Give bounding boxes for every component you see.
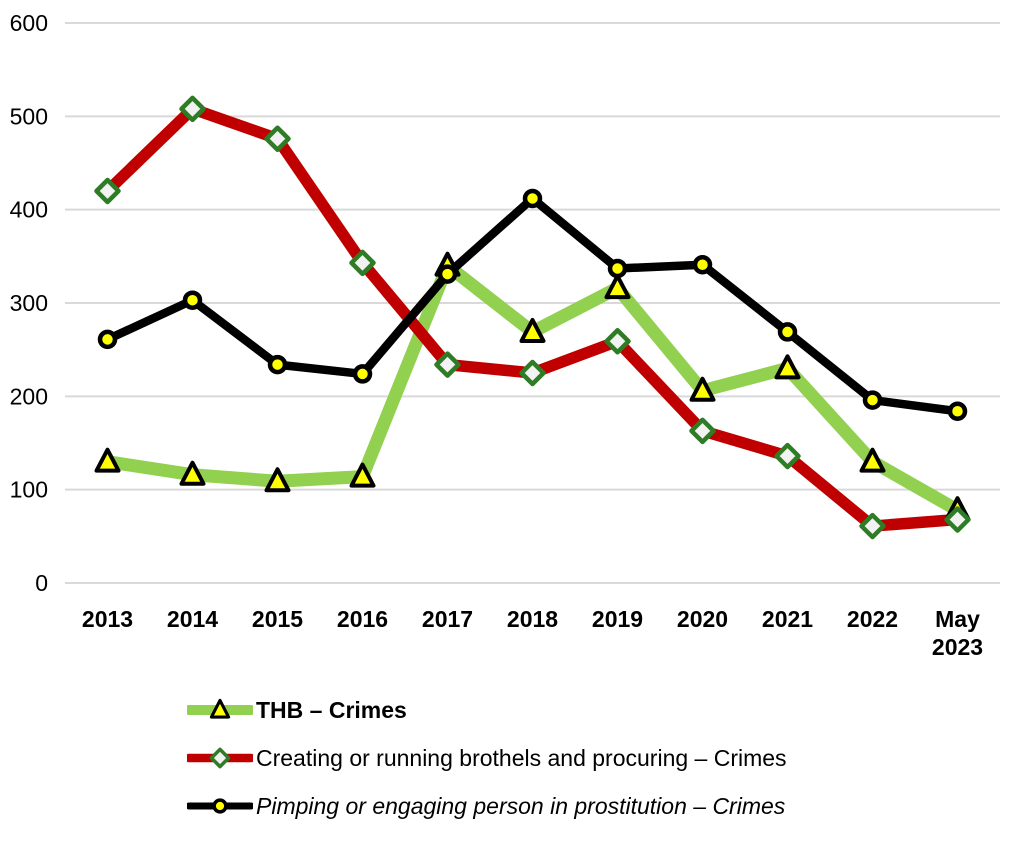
gridlines [65, 22, 1000, 584]
x-axis-labels: 2013 2014 2015 2016 2017 2018 2019 2020 2021 2022… [82, 606, 983, 660]
triangle-marker [519, 317, 546, 343]
circle-marker [607, 258, 628, 279]
triangle-marker [209, 698, 231, 719]
series-path [101, 103, 964, 532]
circle-marker [212, 798, 228, 814]
diamond-marker [689, 417, 716, 445]
y-tick-label: 0 [35, 570, 48, 596]
circle-marker [947, 401, 968, 422]
series-markers-1 [94, 95, 971, 540]
y-tick-label: 400 [10, 197, 48, 223]
legend-swatch-circle-icon [187, 798, 253, 814]
y-tick-label: 200 [10, 383, 48, 409]
triangle-marker [689, 376, 716, 402]
triangle-marker [264, 467, 291, 493]
diamond-marker [179, 95, 206, 123]
diamond-marker [209, 747, 231, 769]
circle-marker [97, 329, 118, 350]
legend-label-thb: THB – Crimes [256, 696, 407, 723]
y-tick-label: 100 [10, 477, 48, 503]
legend-item-pimping: Pimping or engaging person in prostituti… [187, 782, 787, 830]
diamond-marker [604, 328, 631, 355]
circle-marker [522, 188, 543, 209]
y-tick-label: 300 [10, 290, 48, 316]
series-line-1 [101, 103, 964, 532]
x-tick-label: 2021 [762, 606, 813, 632]
x-tick-label: 2022 [847, 606, 898, 632]
legend-item-brothels: Creating or running brothels and procuri… [187, 734, 787, 782]
circle-marker [777, 322, 798, 342]
triangle-marker [94, 447, 121, 473]
triangle-marker [604, 274, 631, 300]
diamond-marker [774, 442, 801, 470]
legend-label-brothels: Creating or running brothels and procuri… [256, 744, 787, 771]
x-tick-label: 2019 [592, 606, 643, 632]
circle-marker [437, 264, 458, 284]
diamond-marker [434, 351, 461, 378]
chart-legend: THB – Crimes Creating or running brothel… [187, 686, 787, 830]
x-tick-label: May [935, 606, 980, 632]
x-tick-label: 2018 [507, 606, 558, 632]
y-axis-labels: 0 100 200 300 400 500 600 [10, 10, 48, 596]
diamond-marker [859, 512, 886, 540]
legend-label-pimping: Pimping or engaging person in prostituti… [256, 792, 786, 819]
diamond-marker [94, 177, 121, 205]
x-tick-label: 2015 [252, 606, 303, 632]
x-tick-label: 2023 [932, 634, 983, 660]
x-tick-label: 2017 [422, 606, 473, 632]
legend-swatch-triangle-icon [187, 698, 253, 719]
diamond-marker [519, 359, 546, 387]
x-tick-label: 2014 [167, 606, 218, 632]
circle-marker [352, 364, 373, 384]
diamond-marker [944, 506, 971, 533]
circle-marker [692, 254, 713, 275]
legend-swatch-diamond-icon [187, 747, 253, 769]
y-tick-label: 600 [10, 10, 48, 36]
x-tick-label: 2020 [677, 606, 728, 632]
circle-marker [862, 390, 883, 410]
triangle-marker [349, 462, 376, 488]
triangle-marker [774, 354, 801, 380]
legend-item-thb: THB – Crimes [187, 686, 787, 734]
series-markers-2 [97, 188, 968, 422]
circle-marker [267, 354, 288, 375]
circle-marker [182, 290, 203, 310]
y-tick-label: 500 [10, 103, 48, 129]
triangle-marker [179, 460, 206, 486]
diamond-marker [264, 125, 291, 152]
x-tick-label: 2013 [82, 606, 133, 632]
triangle-marker [859, 447, 886, 473]
x-tick-label: 2016 [337, 606, 388, 632]
diamond-marker [349, 249, 376, 277]
